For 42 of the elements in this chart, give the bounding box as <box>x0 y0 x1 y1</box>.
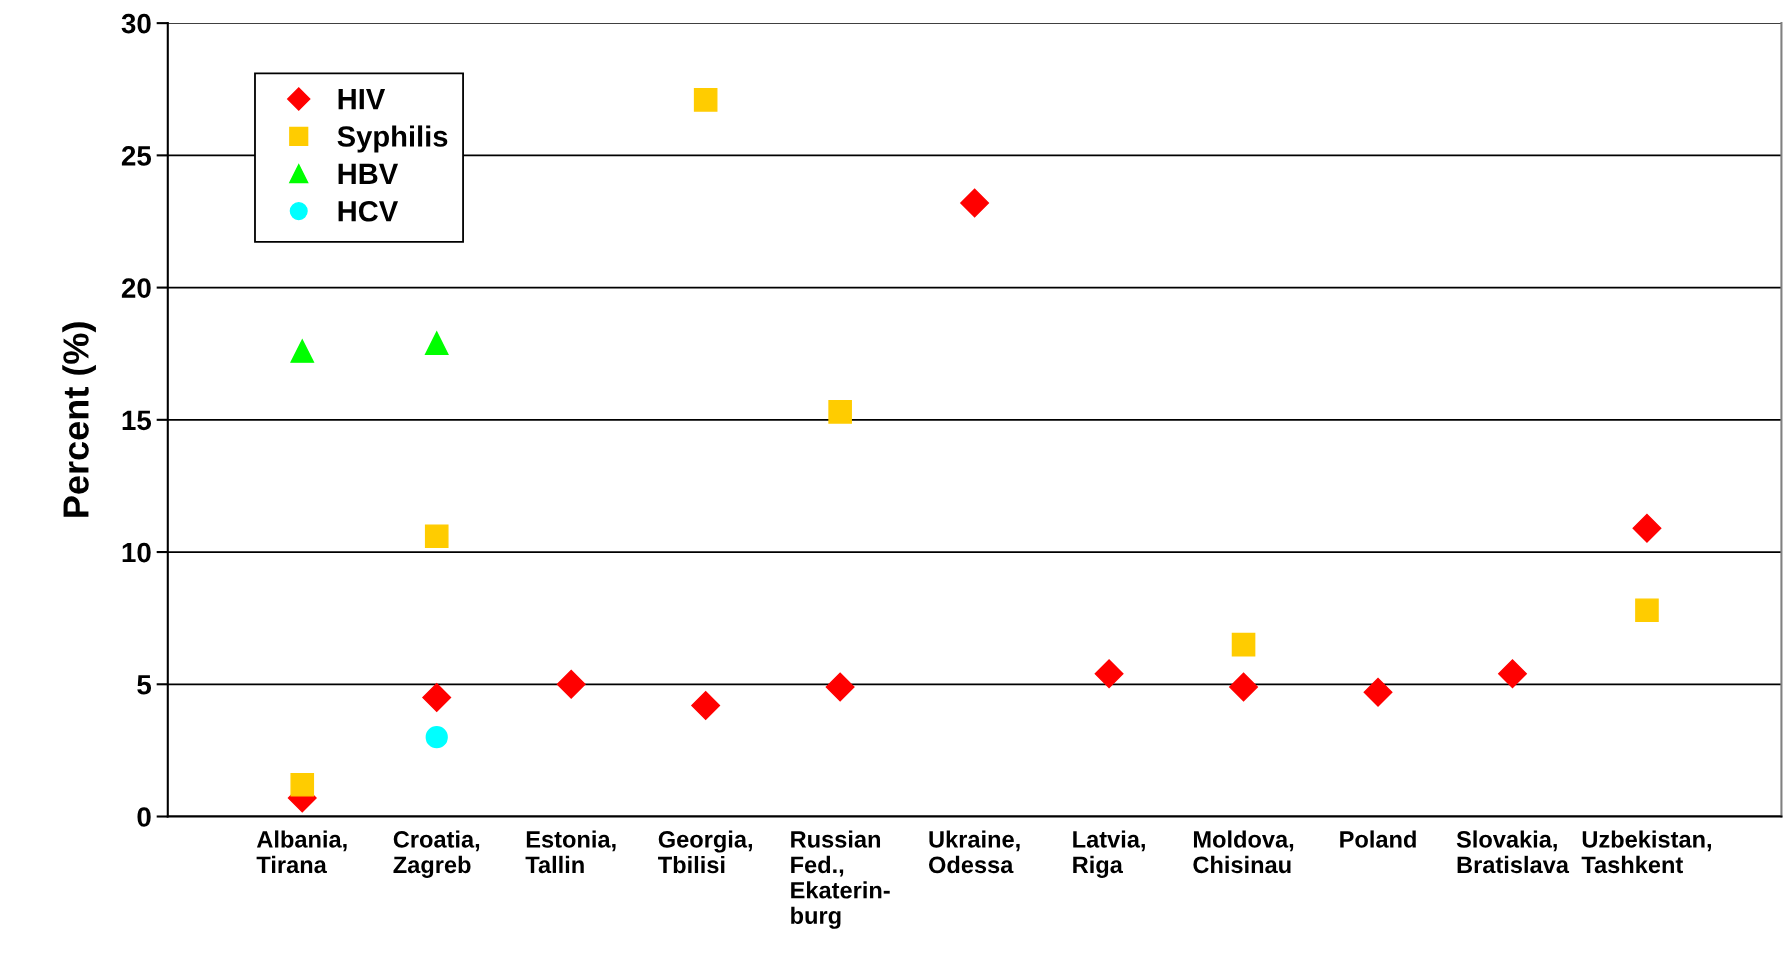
legend-label: HIV <box>338 89 386 110</box>
x-tick-label: Latvia, Riga <box>1073 830 1145 878</box>
x-tick-label: Poland <box>1340 830 1416 848</box>
y-tick-label: 25 <box>121 146 152 166</box>
point <box>1231 632 1256 657</box>
y-tick-label: 5 <box>137 675 152 695</box>
point <box>424 524 449 548</box>
point <box>424 331 449 355</box>
point <box>556 669 586 699</box>
x-tick-label: Russian Fed., Ekaterin- burg <box>791 830 890 929</box>
x-tick-label: Estonia, Tallin <box>525 830 616 874</box>
y-tick-label: 15 <box>122 410 152 431</box>
legend-label: HCV <box>338 200 399 222</box>
point <box>1635 598 1659 623</box>
point <box>960 188 990 218</box>
point <box>693 88 718 112</box>
point <box>422 683 452 712</box>
x-tick-label: Uzbekistan, Tashkent <box>1581 830 1711 874</box>
point <box>290 772 315 797</box>
x-tick-label: Ukraine, Odessa <box>928 830 1020 874</box>
point <box>1363 677 1393 707</box>
point <box>1498 659 1527 689</box>
y-axis-title: Percent (%) <box>62 322 96 517</box>
legend-label: HBV <box>338 163 399 184</box>
point <box>825 672 855 702</box>
x-tick-label: Moldova, Chisinau <box>1193 830 1294 874</box>
y-tick-label: 0 <box>137 807 151 827</box>
point <box>691 690 721 720</box>
legend-label: Syphilis <box>337 125 448 153</box>
x-tick-label: Georgia, Tbilisi <box>658 830 752 874</box>
x-tick-label: Croatia, Zagreb <box>393 830 480 878</box>
x-tick-label: Albania, Tirana <box>256 830 347 874</box>
point <box>1094 659 1124 689</box>
x-tick-label: Slovakia, Bratislava <box>1456 830 1570 874</box>
y-tick-label: 20 <box>121 278 151 298</box>
point <box>828 400 852 424</box>
point <box>290 339 315 363</box>
point <box>1229 672 1258 702</box>
point <box>1632 513 1662 543</box>
y-tick-label: 10 <box>122 542 151 563</box>
point <box>425 726 448 749</box>
y-tick-label: 30 <box>121 13 151 34</box>
